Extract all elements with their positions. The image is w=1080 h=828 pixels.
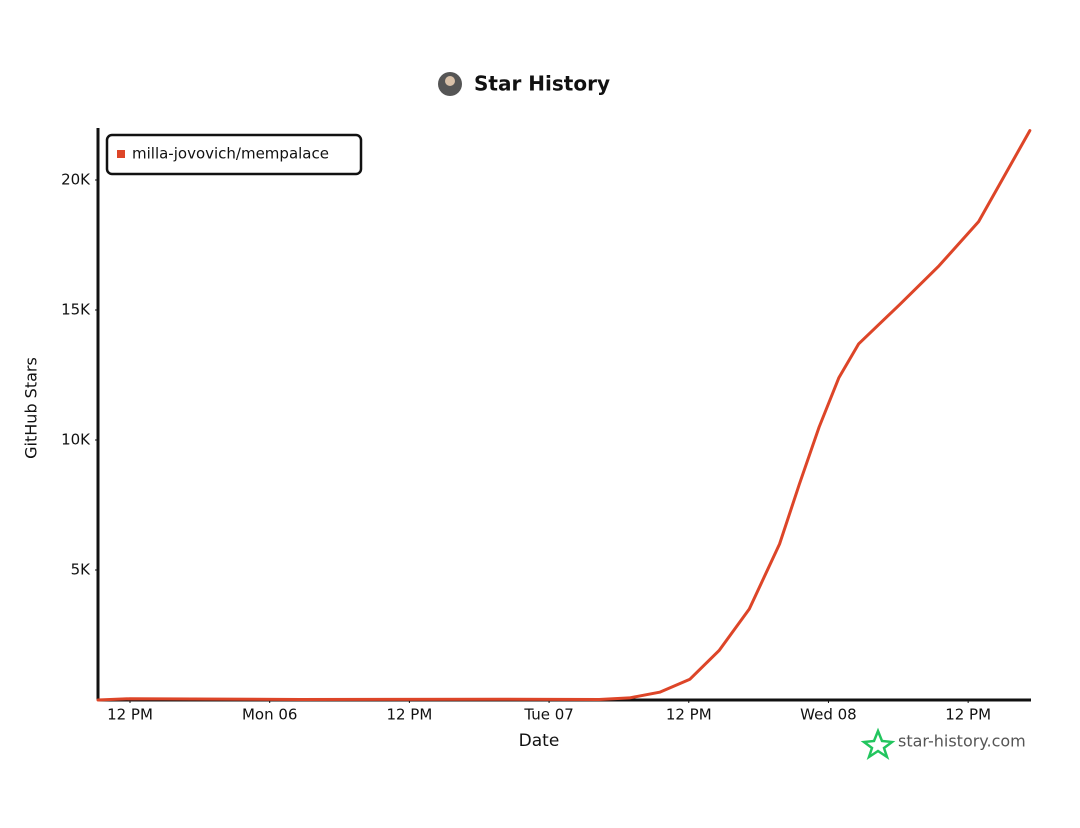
y-tick-label: 20K — [61, 171, 91, 189]
x-tick-label: 12 PM — [945, 706, 991, 724]
legend-swatch — [117, 150, 125, 158]
legend-box — [105, 133, 363, 176]
avatar-face — [445, 76, 455, 86]
y-axis-label: GitHub Stars — [22, 357, 41, 459]
x-tick-label: 12 PM — [386, 706, 432, 724]
watermark-icon — [860, 727, 896, 761]
x-axis-label: Date — [519, 731, 560, 751]
x-tick-label: Tue 07 — [523, 706, 573, 724]
y-tick-label: 5K — [71, 561, 92, 579]
y-tick-label: 10K — [61, 431, 91, 449]
chart-title: Star History — [474, 72, 610, 96]
x-tick-label: 12 PM — [107, 706, 153, 724]
x-tick-label: Wed 08 — [800, 706, 857, 724]
legend-label: milla-jovovich/mempalace — [132, 145, 329, 163]
y-tick-label: 15K — [61, 301, 91, 319]
series-line — [96, 129, 1032, 702]
watermark: star-history.com — [898, 732, 1026, 751]
x-tick-label: 12 PM — [666, 706, 712, 724]
x-tick-label: Mon 06 — [242, 706, 297, 724]
